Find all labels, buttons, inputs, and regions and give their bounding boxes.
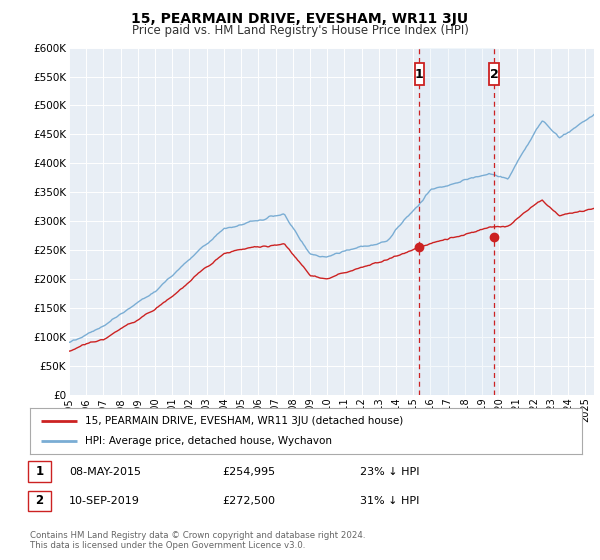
- Text: £272,500: £272,500: [222, 496, 275, 506]
- FancyBboxPatch shape: [489, 63, 499, 85]
- Text: 2: 2: [35, 494, 44, 507]
- Text: This data is licensed under the Open Government Licence v3.0.: This data is licensed under the Open Gov…: [30, 542, 305, 550]
- Text: Contains HM Land Registry data © Crown copyright and database right 2024.: Contains HM Land Registry data © Crown c…: [30, 531, 365, 540]
- Text: Price paid vs. HM Land Registry's House Price Index (HPI): Price paid vs. HM Land Registry's House …: [131, 24, 469, 37]
- FancyBboxPatch shape: [415, 63, 424, 85]
- Text: 1: 1: [35, 465, 44, 478]
- Text: 2: 2: [490, 68, 499, 81]
- Text: 1: 1: [415, 68, 424, 81]
- Text: 15, PEARMAIN DRIVE, EVESHAM, WR11 3JU (detached house): 15, PEARMAIN DRIVE, EVESHAM, WR11 3JU (d…: [85, 416, 403, 426]
- Text: 31% ↓ HPI: 31% ↓ HPI: [360, 496, 419, 506]
- Text: 15, PEARMAIN DRIVE, EVESHAM, WR11 3JU: 15, PEARMAIN DRIVE, EVESHAM, WR11 3JU: [131, 12, 469, 26]
- Text: 10-SEP-2019: 10-SEP-2019: [69, 496, 140, 506]
- Text: £254,995: £254,995: [222, 466, 275, 477]
- Text: 23% ↓ HPI: 23% ↓ HPI: [360, 466, 419, 477]
- Text: HPI: Average price, detached house, Wychavon: HPI: Average price, detached house, Wych…: [85, 436, 332, 446]
- Bar: [419, 48, 494, 395]
- Text: 08-MAY-2015: 08-MAY-2015: [69, 466, 141, 477]
